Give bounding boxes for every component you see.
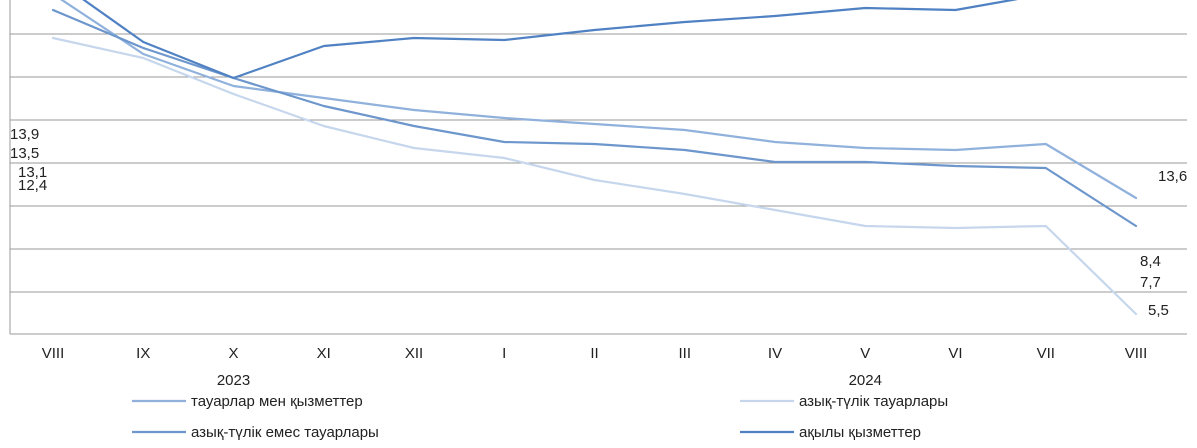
x-tick-label: XII xyxy=(405,345,423,362)
x-tick-label: X xyxy=(228,345,238,362)
x-tick-label: IX xyxy=(136,345,150,362)
axes xyxy=(9,0,1187,335)
x-tick-label: VIII xyxy=(1125,345,1148,362)
data-label: 13,1 xyxy=(18,164,47,181)
year-label: 2023 xyxy=(217,372,250,389)
series-line-3 xyxy=(51,8,1138,228)
series-line-4 xyxy=(82,0,1019,80)
x-tick-label: IV xyxy=(768,345,782,362)
legend-label: азық-түлік емес тауарлары xyxy=(191,424,379,441)
legend-label: азық-түлік тауарлары xyxy=(799,393,948,410)
series-line-2 xyxy=(51,36,1138,316)
x-axis-ticks: VIII IX X XI XII I II III IV V VI VII VIII xyxy=(42,345,1148,362)
series-line-1 xyxy=(60,0,1138,200)
data-label: 7,7 xyxy=(1140,274,1161,291)
data-label: 13,6 xyxy=(1158,168,1187,185)
legend-item: азық-түлік тауарлары xyxy=(740,393,948,410)
data-label: 8,4 xyxy=(1140,253,1161,270)
gridlines xyxy=(10,33,1187,293)
x-tick-label: V xyxy=(860,345,870,362)
series-lines xyxy=(51,0,1138,316)
data-label: 12,4 xyxy=(18,177,47,194)
x-tick-label: III xyxy=(678,345,691,362)
legend-label: ақылы қызметтер xyxy=(799,424,921,441)
legend-item: ақылы қызметтер xyxy=(740,424,921,441)
data-label: 13,5 xyxy=(10,145,39,162)
data-label: 13,9 xyxy=(10,126,39,143)
x-tick-label: VI xyxy=(948,345,962,362)
data-label: 5,5 xyxy=(1148,302,1169,319)
x-tick-label: XI xyxy=(317,345,331,362)
data-labels: 13,5 8,4 12,4 5,5 13,1 7,7 13,9 13,6 xyxy=(10,126,1187,319)
legend-item: азық-түлік емес тауарлары xyxy=(132,424,379,441)
x-tick-label: VIII xyxy=(42,345,65,362)
legend-item: тауарлар мен қызметтер xyxy=(132,393,363,410)
x-tick-label: II xyxy=(590,345,598,362)
x-tick-label: I xyxy=(502,345,506,362)
legend: тауарлар мен қызметтер азық-түлік тауарла… xyxy=(132,393,948,441)
legend-label: тауарлар мен қызметтер xyxy=(191,393,363,410)
x-tick-label: VII xyxy=(1037,345,1055,362)
year-label: 2024 xyxy=(849,372,882,389)
year-labels: 2023 2024 xyxy=(217,372,882,389)
